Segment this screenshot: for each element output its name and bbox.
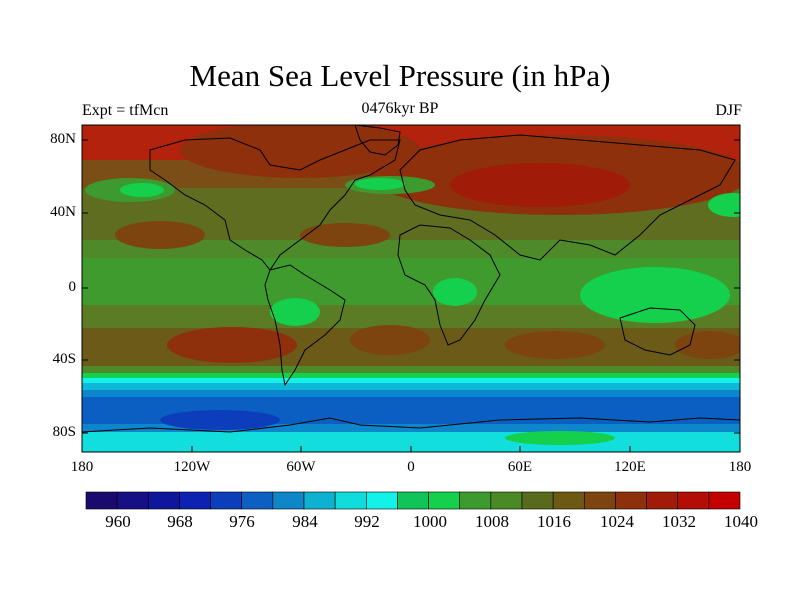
colorbar-swatch bbox=[428, 491, 461, 510]
season-label: DJF bbox=[715, 102, 742, 119]
high-tasman bbox=[675, 331, 740, 359]
colorbar-label: 1000 bbox=[413, 512, 447, 531]
high-north-atlantic bbox=[300, 223, 390, 247]
x-tick-label: 180 bbox=[70, 459, 94, 475]
colorbar-swatch bbox=[552, 491, 585, 510]
south-transition-4 bbox=[82, 383, 740, 391]
colorbar-label: 1024 bbox=[600, 512, 634, 531]
antarctic-plateau-high bbox=[505, 431, 615, 445]
coastlines bbox=[82, 125, 740, 433]
colorbar-swatch bbox=[147, 491, 180, 510]
x-tick-label: 60E bbox=[507, 459, 533, 475]
colorbar-swatch bbox=[210, 491, 243, 510]
colorbar-swatch bbox=[85, 491, 118, 510]
north-subtropic-band bbox=[82, 240, 740, 260]
colorbar-label: 1016 bbox=[537, 512, 571, 531]
x-tick-label: 120W bbox=[173, 459, 211, 475]
colorbar-label: 1008 bbox=[475, 512, 509, 531]
period-label: 0476kyr BP bbox=[361, 100, 439, 117]
y-tick-label: 0 bbox=[68, 279, 77, 295]
colorbar-swatch bbox=[303, 491, 336, 510]
eurasia-outline bbox=[399, 134, 736, 261]
colorbar-label: 968 bbox=[167, 512, 193, 531]
colorbar-swatch bbox=[583, 491, 616, 510]
high-north-pacific bbox=[115, 221, 205, 249]
greenland-outline bbox=[354, 125, 401, 156]
colorbar-label: 1032 bbox=[662, 512, 696, 531]
north-america-outline bbox=[149, 137, 401, 271]
x-tick-label: 0 bbox=[407, 459, 415, 475]
colorbar bbox=[85, 491, 741, 510]
experiment-label: Expt = tfMcn bbox=[82, 102, 169, 119]
x-tick-label: 180 bbox=[728, 459, 752, 475]
high-asia-core bbox=[450, 163, 630, 207]
colorbar-label: 984 bbox=[292, 512, 318, 531]
colorbar-label: 992 bbox=[354, 512, 380, 531]
high-indian-ocean bbox=[505, 331, 605, 359]
y-tick-label: 80N bbox=[50, 131, 76, 147]
south-transition-3 bbox=[82, 378, 740, 384]
south-transition-5 bbox=[82, 390, 740, 398]
africa-outline bbox=[397, 224, 501, 346]
colorbar-swatch bbox=[397, 491, 429, 510]
colorbar-label: 1040 bbox=[724, 512, 758, 531]
australia-outline bbox=[619, 307, 696, 356]
map-title: Mean Sea Level Pressure (in hPa) bbox=[189, 58, 611, 93]
colorbar-label: 976 bbox=[229, 512, 255, 531]
antarctica-outline bbox=[82, 417, 740, 433]
colorbar-swatch bbox=[521, 491, 554, 510]
y-tick-label: 40N bbox=[50, 204, 76, 220]
south-transition-1 bbox=[82, 366, 740, 374]
x-tick-label: 60W bbox=[286, 459, 316, 475]
colorbar-swatch bbox=[334, 491, 367, 510]
colorbar-swatch bbox=[241, 491, 274, 510]
low-maritime-continent bbox=[580, 267, 730, 323]
antarctic-band-1 bbox=[82, 424, 740, 434]
colorbar-swatch bbox=[708, 491, 741, 510]
colorbar-swatch bbox=[179, 491, 211, 510]
colorbar-swatch bbox=[365, 491, 398, 510]
colorbar-swatch bbox=[490, 491, 523, 510]
low-icelandic-core bbox=[355, 178, 405, 190]
south-transition-2 bbox=[82, 373, 740, 379]
colorbar-label: 960 bbox=[105, 512, 131, 531]
high-north-america bbox=[180, 125, 420, 178]
colorbar-swatch bbox=[646, 491, 679, 510]
colorbar-swatch bbox=[615, 491, 647, 510]
tick-marks bbox=[81, 139, 741, 452]
x-tick-label: 120E bbox=[614, 459, 646, 475]
high-south-atlantic bbox=[350, 325, 430, 355]
low-africa bbox=[433, 278, 477, 306]
y-tick-label: 40S bbox=[52, 351, 76, 367]
low-amundsen bbox=[160, 410, 280, 430]
colorbar-swatch bbox=[272, 491, 305, 510]
y-tick-label: 80S bbox=[52, 424, 76, 440]
high-south-pacific bbox=[167, 327, 297, 363]
low-far-east bbox=[708, 193, 740, 217]
low-south-america bbox=[270, 298, 320, 326]
colorbar-swatch bbox=[116, 491, 149, 510]
colorbar-swatch bbox=[677, 491, 710, 510]
south-america-outline bbox=[264, 264, 346, 387]
pressure-field bbox=[82, 125, 740, 452]
colorbar-swatch bbox=[459, 491, 492, 510]
low-aleutian-core bbox=[120, 183, 164, 197]
